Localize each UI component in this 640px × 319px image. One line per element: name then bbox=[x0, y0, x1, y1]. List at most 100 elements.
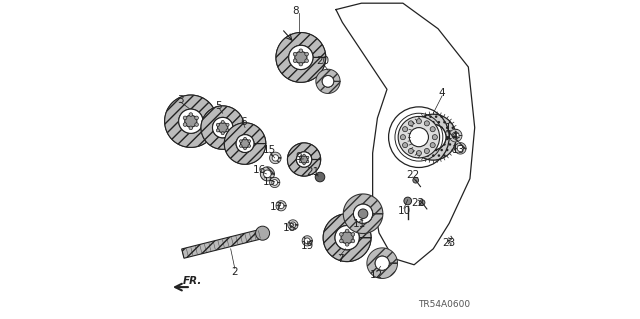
Polygon shape bbox=[269, 177, 280, 188]
Circle shape bbox=[401, 135, 406, 140]
Text: 16: 16 bbox=[253, 165, 266, 175]
Circle shape bbox=[244, 137, 246, 140]
Text: 7: 7 bbox=[337, 254, 344, 264]
Polygon shape bbox=[276, 33, 326, 82]
Circle shape bbox=[424, 148, 429, 153]
Polygon shape bbox=[343, 194, 383, 234]
Text: 20: 20 bbox=[316, 56, 329, 66]
Circle shape bbox=[358, 209, 368, 219]
Circle shape bbox=[305, 59, 308, 63]
Text: 18: 18 bbox=[282, 223, 296, 233]
Circle shape bbox=[255, 226, 269, 240]
Circle shape bbox=[413, 177, 419, 183]
Circle shape bbox=[351, 233, 355, 236]
Circle shape bbox=[404, 197, 412, 205]
Polygon shape bbox=[323, 214, 371, 262]
Text: 22: 22 bbox=[412, 197, 425, 208]
Polygon shape bbox=[302, 236, 312, 246]
FancyBboxPatch shape bbox=[182, 230, 260, 258]
Circle shape bbox=[224, 123, 266, 164]
Text: 22: 22 bbox=[406, 170, 419, 181]
Circle shape bbox=[410, 128, 428, 147]
Text: 17: 17 bbox=[269, 202, 283, 212]
Circle shape bbox=[300, 156, 308, 163]
Polygon shape bbox=[287, 143, 321, 176]
Circle shape bbox=[408, 121, 413, 126]
Circle shape bbox=[432, 135, 437, 140]
Text: 19: 19 bbox=[301, 241, 314, 251]
Text: 10: 10 bbox=[397, 205, 410, 216]
Circle shape bbox=[353, 204, 372, 223]
Circle shape bbox=[335, 226, 359, 250]
Polygon shape bbox=[201, 106, 244, 149]
Circle shape bbox=[299, 49, 303, 53]
Text: 3: 3 bbox=[177, 95, 184, 106]
Text: 15: 15 bbox=[263, 145, 276, 155]
Circle shape bbox=[216, 123, 220, 126]
Polygon shape bbox=[224, 123, 266, 164]
Polygon shape bbox=[367, 248, 397, 278]
Circle shape bbox=[403, 143, 408, 148]
Circle shape bbox=[293, 59, 297, 63]
Circle shape bbox=[340, 239, 343, 243]
Circle shape bbox=[293, 52, 297, 56]
Circle shape bbox=[316, 172, 324, 182]
Circle shape bbox=[226, 129, 229, 132]
Circle shape bbox=[419, 200, 425, 205]
Text: 2: 2 bbox=[232, 267, 238, 277]
Text: 21: 21 bbox=[307, 167, 319, 177]
Circle shape bbox=[420, 124, 446, 150]
Text: 23: 23 bbox=[442, 238, 455, 248]
Circle shape bbox=[322, 76, 333, 87]
Text: 13: 13 bbox=[451, 145, 465, 155]
Text: 1: 1 bbox=[445, 123, 452, 133]
Circle shape bbox=[346, 229, 349, 233]
Text: 11: 11 bbox=[353, 219, 366, 229]
Circle shape bbox=[221, 121, 224, 123]
Circle shape bbox=[295, 51, 307, 63]
Circle shape bbox=[276, 33, 326, 82]
Circle shape bbox=[226, 123, 229, 126]
Text: 9: 9 bbox=[295, 152, 302, 162]
Circle shape bbox=[289, 45, 313, 70]
Polygon shape bbox=[288, 220, 298, 230]
Text: TR54A0600: TR54A0600 bbox=[418, 300, 470, 309]
Circle shape bbox=[183, 116, 187, 120]
Text: 12: 12 bbox=[370, 270, 383, 280]
Circle shape bbox=[201, 106, 244, 149]
Circle shape bbox=[244, 147, 246, 150]
Circle shape bbox=[216, 129, 220, 132]
Text: 8: 8 bbox=[292, 6, 298, 16]
Circle shape bbox=[375, 256, 389, 270]
Circle shape bbox=[300, 160, 301, 163]
Circle shape bbox=[189, 113, 193, 116]
Polygon shape bbox=[269, 152, 281, 164]
Circle shape bbox=[195, 116, 198, 120]
Circle shape bbox=[183, 123, 187, 126]
Circle shape bbox=[300, 156, 301, 159]
Circle shape bbox=[287, 143, 321, 176]
Circle shape bbox=[351, 239, 355, 243]
Circle shape bbox=[189, 126, 193, 130]
Circle shape bbox=[248, 145, 251, 147]
Circle shape bbox=[236, 135, 254, 152]
Polygon shape bbox=[410, 114, 456, 160]
Circle shape bbox=[248, 140, 251, 142]
Text: 15: 15 bbox=[263, 177, 276, 188]
Circle shape bbox=[398, 116, 440, 158]
Circle shape bbox=[403, 127, 408, 132]
Circle shape bbox=[353, 204, 372, 223]
Circle shape bbox=[424, 121, 429, 126]
Circle shape bbox=[307, 160, 309, 163]
Circle shape bbox=[221, 132, 224, 135]
Circle shape bbox=[296, 152, 312, 167]
Polygon shape bbox=[164, 95, 217, 147]
Circle shape bbox=[408, 148, 413, 153]
Circle shape bbox=[307, 156, 309, 159]
Circle shape bbox=[218, 122, 228, 133]
Circle shape bbox=[340, 233, 343, 236]
Circle shape bbox=[417, 119, 422, 124]
Polygon shape bbox=[449, 129, 462, 142]
Circle shape bbox=[195, 123, 198, 126]
Text: 6: 6 bbox=[240, 117, 247, 127]
